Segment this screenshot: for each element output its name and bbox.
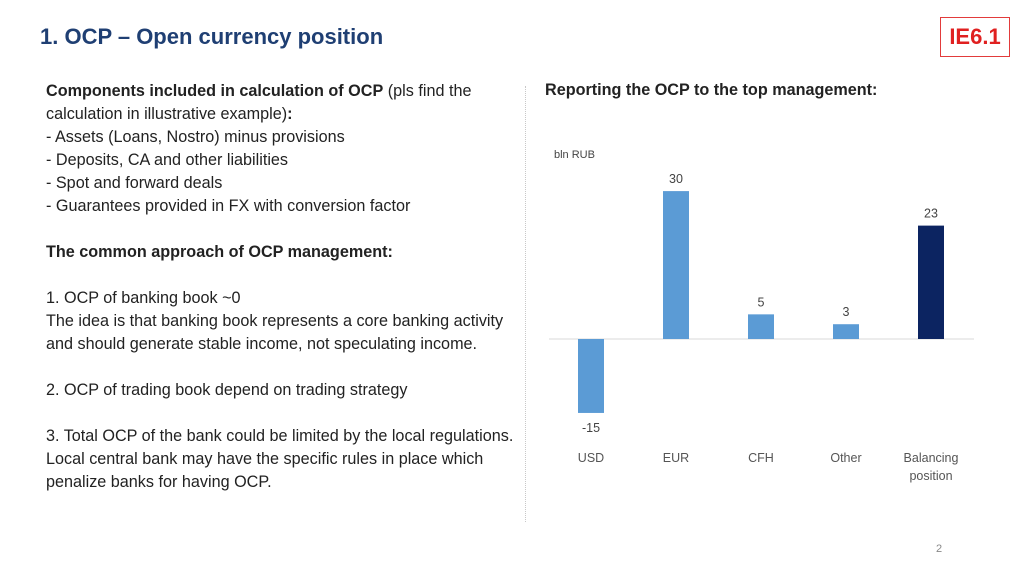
point1-title: 1. OCP of banking book ~0 xyxy=(46,289,241,307)
component-item: - Guarantees provided in FX with convers… xyxy=(46,197,411,215)
data-label: -15 xyxy=(582,421,600,435)
category-label: Other xyxy=(830,451,861,465)
components-paragraph: Components included in calculation of OC… xyxy=(46,80,516,126)
category-label: EUR xyxy=(663,451,689,465)
bar xyxy=(663,191,689,339)
slide-badge: IE6.1 xyxy=(940,17,1010,57)
components-heading: Components included in calculation of OC… xyxy=(46,82,384,100)
category-label: USD xyxy=(578,451,604,465)
component-item: - Assets (Loans, Nostro) minus provision… xyxy=(46,128,345,146)
chart-heading: Reporting the OCP to the top management: xyxy=(545,81,878,99)
bar xyxy=(833,324,859,339)
page-number: 2 xyxy=(936,543,943,555)
data-label: 23 xyxy=(924,207,938,221)
component-item: - Spot and forward deals xyxy=(46,174,223,192)
bar xyxy=(748,314,774,339)
approach-heading-text: The common approach of OCP management: xyxy=(46,243,393,261)
bar xyxy=(918,225,944,339)
component-item: - Deposits, CA and other liabilities xyxy=(46,151,289,169)
category-label: CFH xyxy=(748,451,774,465)
category-label: position xyxy=(909,469,952,483)
point3-text: 3. Total OCP of the bank could be limite… xyxy=(46,427,514,491)
slide-title: 1. OCP – Open currency position xyxy=(40,24,384,49)
components-note: (pls find the calculation in illustrativ… xyxy=(46,82,472,123)
point1-text: The idea is that banking book represents… xyxy=(46,312,504,353)
data-label: 30 xyxy=(669,172,683,186)
category-label: Balancing xyxy=(904,451,959,465)
data-label: 3 xyxy=(843,305,850,319)
left-text-panel: Components included in calculation of OC… xyxy=(46,80,516,494)
column-divider xyxy=(525,86,526,522)
components-colon: : xyxy=(287,105,293,123)
approach-heading: The common approach of OCP management: xyxy=(46,241,516,264)
chart-unit-label: bln RUB xyxy=(554,149,595,161)
point2-text: 2. OCP of trading book depend on trading… xyxy=(46,381,408,399)
bar xyxy=(578,339,604,413)
data-label: 5 xyxy=(758,295,765,309)
